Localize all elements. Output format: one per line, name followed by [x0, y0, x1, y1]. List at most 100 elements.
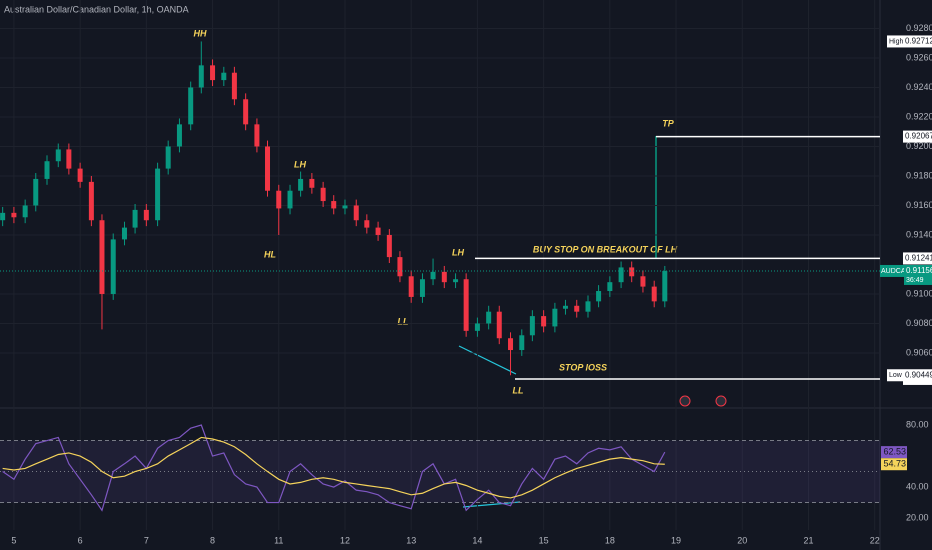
tag-label: High [889, 38, 904, 45]
event-icon[interactable] [679, 395, 691, 407]
x-tick-label: 8 [210, 535, 215, 545]
candle-body [210, 65, 216, 81]
candle-body [618, 267, 624, 283]
symbol-box [880, 264, 904, 277]
x-tick-label: 5 [11, 535, 16, 545]
x-tick-label: 11 [274, 535, 283, 545]
candle-body [298, 178, 304, 191]
candle-body [596, 291, 602, 302]
indicator-value-box [881, 446, 907, 459]
annotation: LH [452, 247, 464, 257]
symbol-label: AUDCAD [881, 268, 911, 275]
annotation: LH [294, 159, 306, 169]
candle-body [331, 201, 337, 209]
x-tick-label: 6 [78, 535, 83, 545]
current-price-label: 0.91156 [906, 266, 932, 275]
candle-body [44, 161, 50, 179]
annotation: LL [513, 385, 524, 395]
tag-label: Low [889, 372, 903, 379]
indicator-value-label: 54.73 [883, 459, 906, 469]
candle-body [574, 305, 580, 312]
x-tick-label: 19 [671, 535, 681, 545]
candle-body [66, 149, 72, 169]
countdown-label: 36:49 [906, 277, 924, 284]
tag-value: 0.90449 [905, 370, 932, 379]
candle-body [375, 227, 381, 235]
x-tick-label: 22 [870, 535, 880, 545]
candle-body [607, 282, 613, 292]
candle-body [99, 220, 105, 294]
x-tick-label: 13 [406, 535, 416, 545]
candle-body [486, 311, 492, 324]
chart-title: Australian Dollar/Canadian Dollar, 1h, O… [4, 4, 189, 14]
candle-body [640, 276, 646, 287]
candle-body [496, 311, 502, 339]
candle-body [198, 65, 204, 88]
y-tick-label: 40.00 [906, 481, 929, 491]
y-tick-label: 80.00 [906, 419, 929, 429]
candle-body [342, 205, 348, 209]
candle-body [55, 149, 61, 162]
candle-body [33, 178, 39, 206]
candle-body [287, 190, 293, 209]
x-tick-label: 20 [737, 535, 747, 545]
x-tick-label: 18 [605, 535, 615, 545]
indicator-value-label: 62.53 [883, 446, 906, 456]
annotation: HH [194, 28, 207, 38]
candle-body [408, 276, 414, 297]
candle-body [132, 209, 138, 228]
indicator-value-box [881, 458, 907, 471]
candle-body [243, 99, 249, 125]
candle-body [629, 267, 635, 277]
candle-body [562, 305, 568, 309]
candle-body [188, 87, 194, 125]
annotation: BUY STOP ON BREAKOUT OF LH [533, 244, 678, 254]
indicator-line [2, 424, 666, 512]
candle-body [265, 146, 271, 191]
annotation: STOP lOSS [559, 362, 607, 372]
candle-body [474, 323, 480, 331]
candle-body [221, 72, 227, 81]
candle-body [419, 279, 425, 297]
y-tick-label: 0.90600 [906, 347, 932, 357]
tag-box [887, 35, 903, 48]
candle-body [386, 234, 392, 258]
price-level-label: 0.92067 [905, 132, 932, 141]
candle-body [143, 209, 149, 221]
candle-body [276, 190, 282, 209]
price-level-label: 0.91241 [905, 254, 932, 263]
candle-body [508, 338, 514, 351]
candle-body [22, 205, 28, 218]
price-level-box [903, 130, 932, 143]
candle-body [353, 205, 359, 221]
x-tick-label: 21 [803, 535, 813, 545]
candle-body [662, 270, 668, 302]
candle-body [155, 168, 161, 221]
x-tick-label: 12 [340, 535, 350, 545]
candle-body [231, 72, 237, 100]
candle-body [519, 335, 525, 351]
y-tick-label: 20.00 [906, 512, 929, 522]
indicator-line [2, 436, 665, 499]
candle-body [110, 239, 116, 294]
annotation: LL [398, 316, 409, 326]
tag-box [887, 369, 903, 382]
candle-body [88, 181, 94, 221]
candle-body [397, 257, 403, 277]
price-level-box [903, 252, 932, 265]
annotation: TP [662, 118, 674, 128]
candle-body [529, 316, 535, 336]
tag-value-box [903, 369, 932, 382]
candle-body [453, 279, 459, 283]
event-icon[interactable] [715, 395, 727, 407]
candle-body [320, 187, 326, 202]
candle-body [0, 212, 6, 221]
annotation: HL [264, 249, 276, 259]
candle-body [430, 271, 436, 280]
divergence-line [458, 345, 517, 375]
